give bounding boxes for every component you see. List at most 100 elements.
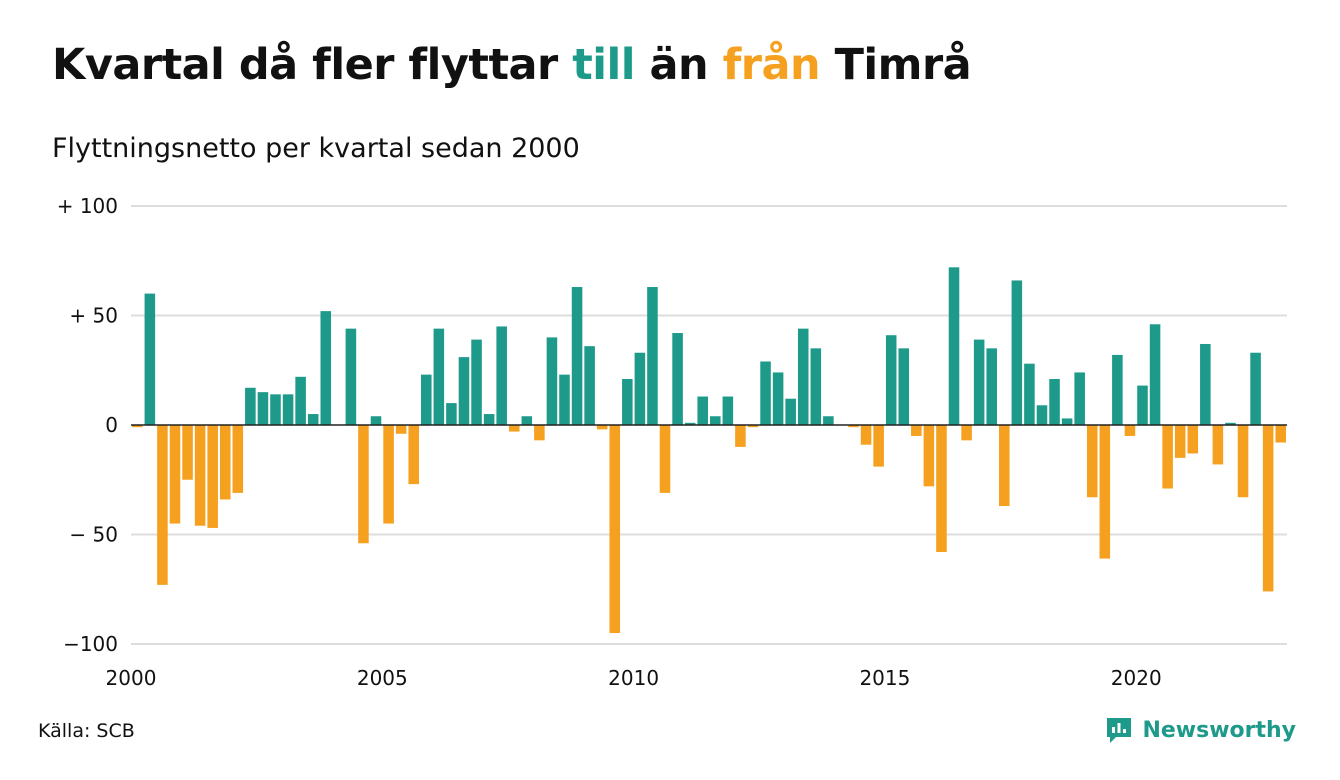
title-highlight-till: till xyxy=(572,40,635,90)
bar xyxy=(722,396,734,425)
y-tick-label: + 50 xyxy=(69,304,118,328)
y-tick-label: 0 xyxy=(105,413,118,437)
bar xyxy=(295,376,306,425)
bar xyxy=(1275,425,1286,443)
bar xyxy=(1049,379,1060,425)
bar xyxy=(1061,418,1073,425)
bar xyxy=(697,396,708,425)
bar xyxy=(345,328,357,425)
y-tick-label: −100 xyxy=(63,632,118,656)
bar xyxy=(182,425,193,480)
bar xyxy=(508,425,520,432)
bar xyxy=(207,425,218,528)
bar xyxy=(797,328,809,425)
bar xyxy=(735,425,746,447)
bar xyxy=(370,416,382,425)
bar xyxy=(672,333,683,425)
bar xyxy=(1124,425,1136,436)
bar-chart: + 100 + 50 0 − 50 −100 2000 2005 2010 2015 2020 xyxy=(57,194,1287,690)
bar xyxy=(458,357,470,425)
bar xyxy=(936,425,947,553)
bar xyxy=(1086,425,1098,498)
bar xyxy=(395,425,407,434)
bar xyxy=(571,287,583,425)
bar xyxy=(948,267,960,425)
bar xyxy=(1024,363,1035,425)
bar xyxy=(1149,324,1161,425)
bars xyxy=(132,267,1286,634)
bar xyxy=(810,348,822,425)
bar xyxy=(559,374,570,425)
bar xyxy=(194,425,206,526)
bar xyxy=(961,425,972,441)
brand-name: Newsworthy xyxy=(1142,717,1296,743)
brand-logo: Newsworthy xyxy=(1104,715,1296,745)
x-tick-label: 2020 xyxy=(1111,666,1162,690)
bar xyxy=(1200,343,1211,425)
x-tick-label: 2005 xyxy=(357,666,408,690)
bar xyxy=(534,425,545,441)
bar xyxy=(1237,425,1249,498)
bar xyxy=(307,414,319,425)
bar xyxy=(1099,425,1111,559)
x-tick-label: 2010 xyxy=(608,666,659,690)
bar xyxy=(596,425,608,430)
bar xyxy=(383,425,394,524)
bar xyxy=(1074,372,1085,425)
bar xyxy=(772,372,784,425)
bar xyxy=(219,425,231,500)
bar xyxy=(710,416,721,425)
bar xyxy=(1011,280,1023,425)
bar xyxy=(1262,425,1274,592)
bar xyxy=(986,348,997,425)
bar xyxy=(999,425,1010,507)
bar xyxy=(1137,385,1148,425)
title-part-3: Timrå xyxy=(820,40,972,90)
bar xyxy=(1036,405,1048,425)
bar xyxy=(496,326,507,425)
bar xyxy=(1174,425,1186,458)
bar xyxy=(169,425,181,524)
bar xyxy=(860,425,872,445)
bar xyxy=(132,425,143,428)
bar xyxy=(270,394,281,425)
bar xyxy=(320,311,332,425)
bar xyxy=(282,394,294,425)
bar xyxy=(911,425,922,436)
bar xyxy=(923,425,935,487)
bar xyxy=(446,403,457,425)
bar xyxy=(885,335,897,425)
title-highlight-fran: från xyxy=(722,40,821,90)
title-part-2: än xyxy=(634,40,723,90)
bar xyxy=(1162,425,1173,489)
bar xyxy=(622,379,633,425)
bar xyxy=(546,337,558,425)
bar xyxy=(760,361,771,425)
bar xyxy=(232,425,244,493)
bar xyxy=(747,425,759,428)
x-tick-label: 2000 xyxy=(106,666,157,690)
bar xyxy=(898,348,910,425)
bar xyxy=(433,328,445,425)
bar xyxy=(1250,352,1261,425)
bar xyxy=(144,293,156,425)
bar xyxy=(245,387,256,425)
x-tick-label: 2015 xyxy=(859,666,910,690)
bar xyxy=(257,392,269,425)
bar xyxy=(659,425,671,493)
bar xyxy=(421,374,432,425)
bar xyxy=(483,414,495,425)
bar xyxy=(684,422,696,425)
chart-title: Kvartal då fler flyttar till än från Tim… xyxy=(52,40,972,90)
bar xyxy=(584,346,595,425)
source-credit: Källa: SCB xyxy=(38,720,135,742)
bar xyxy=(521,416,533,425)
bar xyxy=(1225,422,1236,425)
bar xyxy=(848,425,859,428)
y-axis-labels: + 100 + 50 0 − 50 −100 xyxy=(57,194,118,656)
bar xyxy=(973,339,985,425)
bar xyxy=(358,425,369,544)
y-tick-label: − 50 xyxy=(69,523,118,547)
gridlines xyxy=(131,205,1287,645)
chart-subtitle: Flyttningsnetto per kvartal sedan 2000 xyxy=(52,133,580,164)
